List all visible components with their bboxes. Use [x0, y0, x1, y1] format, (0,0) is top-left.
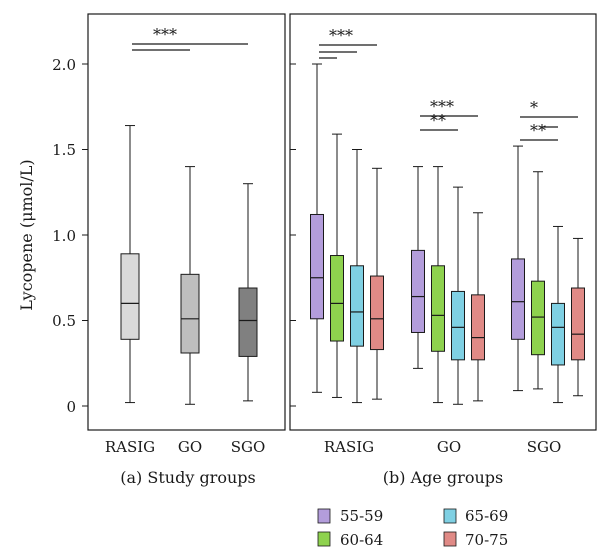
group-label: SGO	[527, 438, 562, 456]
category-label: RASIG	[105, 438, 155, 456]
legend-swatch	[443, 531, 457, 547]
legend-label: 65-69	[465, 507, 508, 525]
box	[571, 287, 585, 361]
legend-label: 70-75	[465, 531, 508, 549]
box	[310, 213, 324, 320]
box	[471, 294, 485, 361]
significance-label: ***	[430, 97, 454, 116]
box	[451, 290, 465, 361]
y-tick-label: 2.0	[52, 56, 76, 74]
box	[431, 265, 445, 352]
box	[120, 253, 140, 340]
legend-swatch	[317, 531, 331, 547]
y-tick-label: 1.5	[52, 141, 76, 159]
chart-marks: *** ***********	[82, 25, 585, 407]
panel-b-frame	[289, 13, 597, 431]
box	[238, 287, 258, 357]
panel-a-frame	[87, 13, 286, 431]
legend-swatch	[443, 508, 457, 524]
box	[511, 258, 525, 340]
significance-label: **	[530, 121, 546, 140]
category-label: GO	[178, 438, 202, 456]
box	[551, 302, 565, 366]
significance-label: *	[530, 98, 538, 117]
y-tick-labels: 0 0.5 1.0 1.5 2.0	[52, 56, 76, 416]
panel-a-category-labels: RASIG GO SGO	[105, 438, 265, 456]
category-label: SGO	[231, 438, 266, 456]
legend: 55-59 65-69 60-64 70-75	[317, 507, 508, 549]
box	[330, 255, 344, 342]
box	[411, 249, 425, 333]
box	[531, 280, 545, 356]
y-tick-label: 0.5	[52, 312, 76, 330]
group-label: GO	[437, 438, 461, 456]
legend-swatch	[317, 508, 331, 524]
significance-label: ***	[329, 26, 353, 45]
legend-label: 55-59	[340, 507, 383, 525]
group-label: RASIG	[324, 438, 374, 456]
significance-label: ***	[153, 25, 177, 44]
box	[350, 265, 364, 347]
box	[370, 275, 384, 351]
panel-b-caption: (b) Age groups	[383, 468, 503, 487]
y-axis-label: Lycopene (μmol/L)	[17, 159, 36, 310]
panel-a-caption: (a) Study groups	[120, 468, 255, 487]
panel-b-category-labels: RASIG GO SGO	[324, 438, 561, 456]
y-tick-label: 0	[66, 398, 76, 416]
box	[180, 273, 200, 354]
y-tick-label: 1.0	[52, 227, 76, 245]
legend-label: 60-64	[340, 531, 383, 549]
